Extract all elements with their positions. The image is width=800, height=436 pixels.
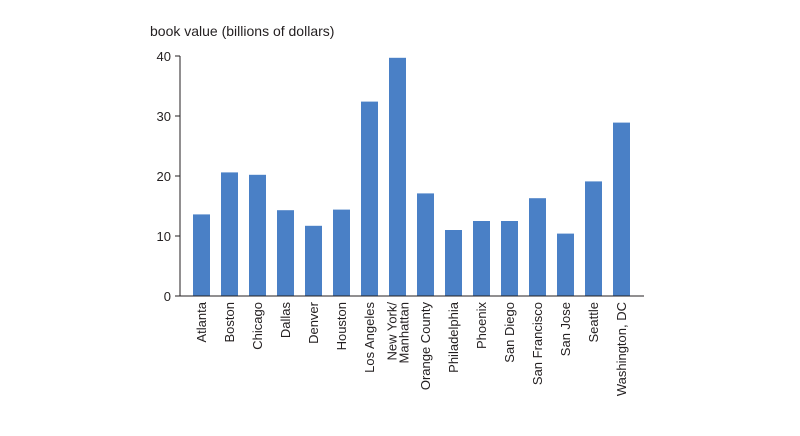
bar-phoenix: [473, 221, 490, 296]
x-tick-label: Seattle: [586, 302, 601, 342]
bar-dallas: [277, 210, 294, 296]
bar-seattle: [585, 181, 602, 296]
x-tick-label: New York/Manhattan: [385, 302, 412, 364]
x-tick-label: San Francisco: [530, 302, 545, 385]
x-tick-label: Los Angeles: [362, 302, 377, 373]
x-tick-label: Orange County: [418, 302, 433, 391]
x-tick-label: San Jose: [558, 302, 573, 356]
x-tick-label: San Diego: [502, 302, 517, 363]
x-tick-label: Chicago: [250, 302, 265, 350]
x-tick-label: Washington, DC: [614, 302, 629, 396]
bar-atlanta: [193, 214, 210, 296]
bar-orange-county: [417, 193, 434, 296]
y-tick-label: 40: [157, 49, 171, 64]
bar-washington-dc: [613, 122, 630, 296]
x-tick-label: Houston: [334, 302, 349, 350]
bar-new-york-manhattan: [389, 57, 406, 296]
bar-san-francisco: [529, 198, 546, 296]
bar-denver: [305, 225, 322, 296]
bar-houston: [333, 209, 350, 296]
bar-san-diego: [501, 221, 518, 296]
x-tick-label: Dallas: [278, 302, 293, 339]
x-tick-label: Philadelphia: [446, 301, 461, 373]
x-tick-label: Atlanta: [194, 301, 209, 342]
x-tick-label: Boston: [222, 302, 237, 342]
y-tick-label: 10: [157, 229, 171, 244]
y-tick-label: 0: [164, 289, 171, 304]
x-tick-label: Denver: [306, 301, 321, 344]
bar-boston: [221, 172, 238, 296]
bar-philadelphia: [445, 230, 462, 296]
x-tick-label: Phoenix: [474, 302, 489, 349]
bar-los-angeles: [361, 101, 378, 296]
bar-san-jose: [557, 233, 574, 296]
bars: [193, 57, 630, 296]
y-axis-label: book value (billions of dollars): [150, 23, 334, 39]
y-tick-label: 30: [157, 109, 171, 124]
bar-chicago: [249, 174, 266, 296]
y-tick-label: 20: [157, 169, 171, 184]
y-axis-ticks: 0 10 20 30 40: [157, 49, 180, 304]
x-axis-labels: Atlanta Boston Chicago Dallas Denver Houston L…: [194, 301, 629, 396]
